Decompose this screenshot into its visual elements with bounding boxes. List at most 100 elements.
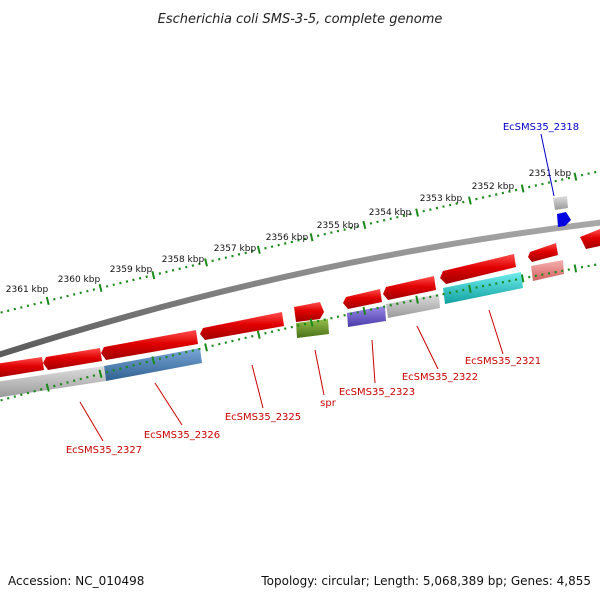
kbp-tick-label: 2357 kbp xyxy=(214,244,257,254)
minor-tick xyxy=(86,289,89,293)
minor-tick xyxy=(53,297,56,301)
minor-tick xyxy=(369,222,373,225)
minor-tick xyxy=(396,215,399,219)
minor-tick xyxy=(218,257,221,261)
outer-tick-ring: 2351 kbp 2352 kbp 2353 kbp 2354 kbp 2355 kbp… xyxy=(0,169,597,314)
minor-tick xyxy=(356,225,359,228)
minor-tick xyxy=(145,360,148,364)
minor-tick xyxy=(514,278,518,281)
major-tick xyxy=(362,306,367,316)
genome-backbone xyxy=(0,219,600,358)
major-tick xyxy=(151,356,156,365)
minor-tick xyxy=(218,342,221,346)
minor-tick xyxy=(39,301,43,304)
minor-tick xyxy=(382,218,386,222)
minor-tick xyxy=(237,338,241,341)
minor-tick xyxy=(481,196,485,199)
major-tick xyxy=(45,383,50,392)
gene-label: EcSMS35_2326 xyxy=(144,430,220,441)
minor-tick xyxy=(488,194,491,198)
minor-tick xyxy=(171,268,175,272)
minor-tick xyxy=(13,395,17,398)
kbp-tick-label: 2353 kbp xyxy=(420,194,463,204)
kbp-tick-label: 2356 kbp xyxy=(266,233,309,243)
minor-tick xyxy=(185,265,188,269)
major-tick xyxy=(520,184,525,193)
gene-label: EcSMS35_2321 xyxy=(465,356,541,367)
feature-bar-cyan xyxy=(443,272,523,304)
minor-tick xyxy=(567,176,571,180)
minor-tick xyxy=(0,311,3,314)
minor-tick xyxy=(165,270,168,274)
major-tick xyxy=(256,330,261,339)
minor-tick xyxy=(409,299,412,303)
minor-tick xyxy=(66,294,69,298)
minor-tick xyxy=(132,364,135,367)
gene-label: spr xyxy=(320,398,337,409)
feature-bar-blue-2326 xyxy=(104,348,202,381)
minor-tick xyxy=(343,313,346,317)
minor-tick xyxy=(270,245,274,248)
feature-bar-pink xyxy=(531,260,564,281)
minor-tick xyxy=(59,382,63,386)
kbp-tick-label: 2361 kbp xyxy=(6,285,49,295)
minor-tick xyxy=(112,283,115,287)
gene-arrow-2319 xyxy=(528,243,558,262)
major-tick xyxy=(309,318,314,327)
kbp-tick-label: 2359 kbp xyxy=(110,265,153,275)
minor-tick xyxy=(237,253,241,256)
major-tick xyxy=(415,208,419,217)
minor-tick xyxy=(125,280,129,283)
minor-tick xyxy=(244,251,247,255)
minor-tick xyxy=(277,328,280,332)
minor-tick xyxy=(26,304,30,308)
kbp-tick-label: 2358 kbp xyxy=(162,255,205,265)
minor-tick xyxy=(534,184,538,187)
major-tick xyxy=(256,245,261,254)
gene-label: EcSMS35_2327 xyxy=(66,445,142,456)
minor-tick xyxy=(316,319,320,323)
major-tick xyxy=(98,283,103,293)
minor-tick xyxy=(72,293,76,296)
gene-label: EcSMS35_2325 xyxy=(225,412,301,423)
minor-tick xyxy=(158,272,162,275)
minor-tick xyxy=(389,303,392,307)
kbp-tick-label: 2351 kbp xyxy=(529,169,572,179)
kbp-tick-label: 2355 kbp xyxy=(317,221,360,231)
minor-tick xyxy=(138,276,142,280)
minor-tick xyxy=(290,240,294,244)
minor-tick xyxy=(224,341,228,344)
gene-label: EcSMS35_2318 xyxy=(503,122,579,133)
minor-tick xyxy=(528,185,531,189)
minor-tick xyxy=(455,202,458,205)
minor-tick xyxy=(508,190,511,193)
minor-tick xyxy=(495,193,498,196)
minor-tick xyxy=(158,357,162,361)
minor-tick xyxy=(33,389,36,393)
minor-tick xyxy=(356,311,359,314)
major-tick xyxy=(151,270,156,280)
gene-label: EcSMS35_2323 xyxy=(339,387,415,398)
minor-tick xyxy=(422,209,425,213)
major-tick xyxy=(204,343,208,352)
feature-bar-green xyxy=(296,319,329,338)
forward-strand-genes xyxy=(0,229,600,378)
feature-bar-grey-2327 xyxy=(0,366,106,398)
minor-tick xyxy=(264,331,267,335)
minor-tick xyxy=(514,188,518,192)
major-tick xyxy=(309,233,314,242)
minor-tick xyxy=(132,278,135,282)
major-tick xyxy=(45,296,50,306)
kbp-tick-label: 2352 kbp xyxy=(472,182,515,192)
minor-tick xyxy=(178,267,181,271)
gene-arrow-2326 xyxy=(101,330,198,360)
gene-label: EcSMS35_2322 xyxy=(402,372,478,383)
gene-arrow-2328 xyxy=(0,357,44,378)
minor-tick xyxy=(145,275,148,279)
minor-tick xyxy=(244,336,247,340)
minor-tick xyxy=(396,302,399,306)
gene-arrow-2327 xyxy=(43,348,102,370)
minor-tick xyxy=(330,231,333,234)
accession-text: Accession: NC_010498 xyxy=(8,574,144,588)
minor-tick xyxy=(561,178,564,181)
